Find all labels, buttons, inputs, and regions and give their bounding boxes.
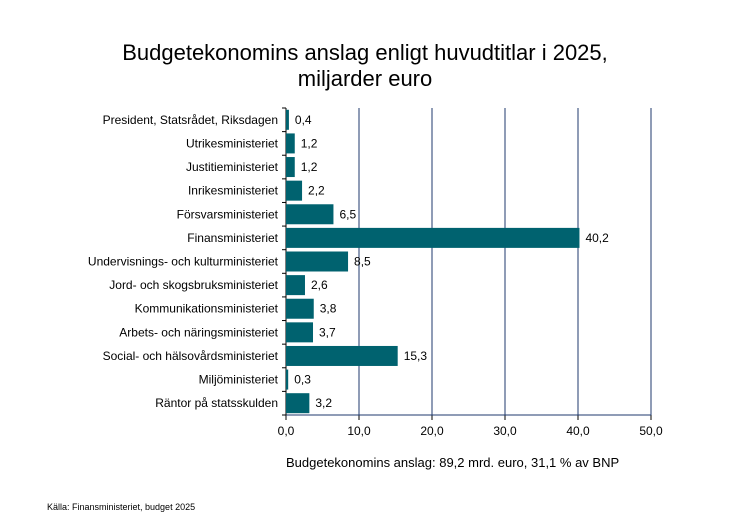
value-label: 3,7	[319, 325, 336, 339]
category-label: Inrikesministeriet	[188, 184, 279, 198]
bar	[286, 275, 305, 296]
bar	[286, 298, 314, 319]
value-label: 8,5	[354, 255, 371, 269]
value-label: 3,8	[320, 302, 337, 316]
value-label: 2,2	[308, 184, 325, 198]
bar	[286, 393, 310, 414]
x-tick-label: 50,0	[639, 424, 663, 438]
x-tick-label: 40,0	[566, 424, 590, 438]
bar	[286, 369, 289, 390]
category-label: Jord- och skogsbruksministeriet	[109, 278, 278, 292]
category-label: Utrikesministeriet	[186, 136, 279, 150]
chart-title: Budgetekonomins anslag enligt huvudtitla…	[0, 40, 730, 92]
title-line-1: Budgetekonomins anslag enligt huvudtitla…	[122, 40, 608, 65]
value-label: 40,2	[585, 231, 609, 245]
category-label: Kommunikationsministeriet	[135, 302, 279, 316]
value-label: 0,4	[295, 113, 312, 127]
category-label: Undervisnings- och kulturministeriet	[88, 255, 279, 269]
bar	[286, 227, 580, 248]
x-tick-label: 20,0	[420, 424, 444, 438]
category-label: Justitieministeriet	[186, 160, 279, 174]
category-label: Arbets- och näringsministeriet	[119, 325, 278, 339]
bar	[286, 180, 303, 201]
value-label: 0,3	[294, 373, 311, 387]
category-label: President, Statsrådet, Riksdagen	[103, 113, 278, 127]
value-label: 15,3	[404, 349, 428, 363]
bar	[286, 204, 334, 225]
bar	[286, 133, 295, 154]
value-label: 3,2	[315, 396, 332, 410]
category-label: Försvarsministeriet	[177, 207, 279, 221]
bar	[286, 322, 314, 343]
bar	[286, 109, 289, 130]
source-note: Källa: Finansministeriet, budget 2025	[47, 502, 196, 512]
x-axis-label: Budgetekonomins anslag: 89,2 mrd. euro, …	[286, 455, 620, 470]
x-tick-label: 0,0	[278, 424, 295, 438]
value-label: 6,5	[339, 207, 356, 221]
value-label: 2,6	[311, 278, 328, 292]
title-line-2: miljarder euro	[297, 66, 433, 91]
value-label: 1,2	[301, 136, 318, 150]
category-label: Miljöministeriet	[199, 373, 279, 387]
category-label: Räntor på statsskulden	[155, 396, 278, 410]
value-label: 1,2	[301, 160, 318, 174]
x-tick-label: 30,0	[493, 424, 517, 438]
x-tick-label: 10,0	[347, 424, 371, 438]
category-label: Finansministeriet	[187, 231, 278, 245]
bar	[286, 345, 398, 366]
category-label: Social- och hälsovårdsministeriet	[103, 349, 279, 363]
bar	[286, 251, 349, 272]
bar	[286, 157, 295, 178]
